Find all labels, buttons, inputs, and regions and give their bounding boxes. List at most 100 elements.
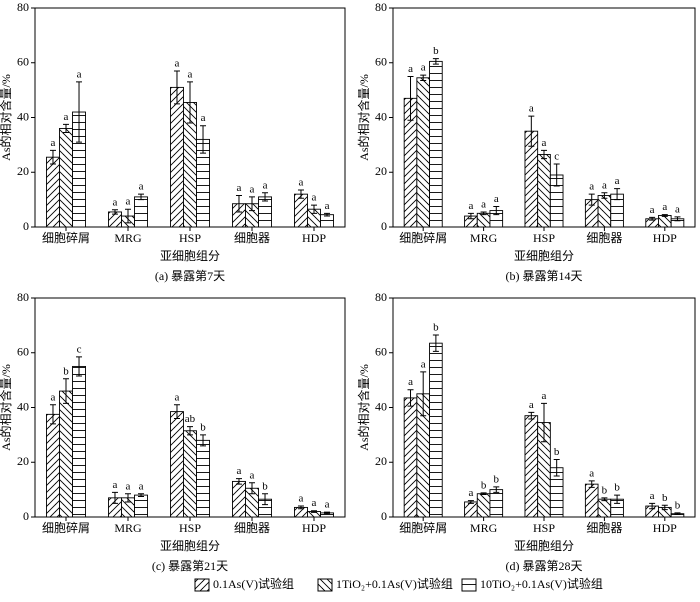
error-bar: [200, 434, 207, 447]
significance-label: b: [662, 492, 668, 504]
error-bar: [407, 389, 414, 407]
x-tick-label: 细胞器: [586, 231, 622, 245]
error-bar: [262, 192, 269, 202]
x-tick-label: 细胞器: [234, 231, 270, 245]
x-tick-label: HDP: [302, 231, 326, 245]
x-tick-label: HSP: [179, 231, 201, 245]
x-tick-label: 细胞器: [586, 521, 622, 535]
error-bar: [649, 216, 656, 221]
x-tick-label: MRG: [114, 521, 142, 535]
y-tick-label: 60: [17, 55, 29, 69]
legend: 0.1As(V)试验组 1TiO₂+0.1As(V)试验组 10TiO₂+0.1As…: [194, 576, 603, 592]
error-bar: [324, 511, 331, 515]
error-bar: [297, 505, 304, 510]
error-bar: [200, 125, 207, 154]
significance-label: a: [675, 203, 680, 215]
error-bar: [235, 195, 242, 213]
y-tick-label: 40: [375, 109, 387, 123]
x-tick-label: MRG: [470, 231, 498, 245]
bar: [59, 390, 73, 518]
error-bar: [187, 81, 193, 124]
significance-label: a: [589, 181, 594, 193]
error-bar: [49, 404, 56, 425]
significance-label: a: [237, 465, 242, 477]
significance-label: a: [237, 182, 242, 194]
error-bar: [661, 214, 668, 217]
subtitle: (b) 暴露第14天: [506, 269, 583, 283]
error-bar: [432, 334, 439, 352]
significance-label: b: [614, 482, 620, 494]
error-bar: [661, 504, 668, 511]
error-bar: [235, 478, 242, 485]
subtitle: (a) 暴露第7天: [155, 269, 225, 283]
y-axis-label: As的相对含量/%: [0, 364, 13, 451]
significance-label: a: [126, 480, 131, 492]
y-tick-label: 60: [375, 55, 387, 69]
error-bar: [297, 189, 304, 199]
y-tick-label: 20: [17, 454, 29, 468]
bar: [476, 212, 491, 228]
significance-label: b: [602, 484, 608, 496]
significance-label: a: [139, 480, 144, 492]
error-bar: [493, 205, 500, 216]
x-axis-label: 亚细胞组分: [514, 249, 574, 263]
error-bar: [187, 426, 193, 436]
significance-label: a: [408, 63, 413, 75]
x-tick-label: HDP: [302, 521, 326, 535]
significance-label: a: [51, 137, 56, 149]
x-tick-label: 细胞碎屑: [399, 230, 447, 245]
error-bar: [601, 497, 608, 502]
error-bar: [674, 216, 681, 222]
error-bar: [63, 378, 69, 404]
significance-label: a: [312, 192, 317, 204]
y-tick-label: 0: [23, 219, 29, 233]
significance-label: a: [494, 193, 499, 205]
y-tick-label: 0: [23, 509, 29, 523]
significance-label: a: [589, 467, 594, 479]
significance-label: a: [325, 499, 330, 511]
significance-label: a: [263, 179, 268, 191]
bar: [597, 498, 612, 518]
significance-label: a: [468, 487, 473, 499]
error-bar: [49, 149, 56, 165]
error-bar: [420, 371, 427, 417]
error-bar: [407, 75, 414, 121]
significance-label: a: [542, 137, 547, 149]
error-bar: [588, 480, 595, 488]
bar: [658, 215, 672, 228]
significance-label: b: [433, 321, 439, 333]
bar: [537, 154, 551, 228]
bar: [416, 77, 430, 228]
y-tick-label: 60: [375, 345, 387, 359]
significance-label: c: [77, 343, 82, 355]
bar: [134, 494, 148, 518]
legend-label: 10TiO₂+0.1As(V)试验组: [480, 576, 603, 591]
error-bar: [480, 211, 487, 216]
x-tick-label: HDP: [653, 231, 677, 245]
bar: [183, 430, 197, 518]
error-bar: [601, 192, 608, 199]
error-bar: [467, 500, 474, 504]
x-tick-label: HSP: [533, 231, 555, 245]
bar: [524, 415, 539, 518]
error-bar: [553, 459, 560, 477]
y-axis-label: As的相对含量/%: [0, 74, 13, 161]
error-bar: [467, 212, 474, 220]
legend-label: 1TiO₂+0.1As(V)试验组: [336, 576, 453, 591]
y-axis-label: As的相对含量/%: [356, 74, 371, 161]
significance-label: a: [113, 196, 118, 208]
significance-label: a: [299, 493, 304, 505]
significance-label: b: [200, 421, 206, 433]
error-bar: [138, 193, 145, 201]
significance-label: a: [126, 196, 131, 208]
significance-label: a: [325, 200, 330, 212]
y-tick-label: 0: [381, 509, 387, 523]
error-bar: [76, 81, 83, 143]
bar: [134, 196, 148, 228]
error-bar: [111, 209, 118, 215]
y-axis-label: As的相对含量/%: [356, 364, 371, 451]
error-bar: [541, 149, 547, 160]
error-bar: [63, 123, 69, 134]
significance-label: a: [299, 177, 304, 189]
significance-label: a: [188, 68, 193, 80]
